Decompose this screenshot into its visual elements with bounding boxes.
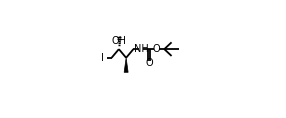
Text: OH: OH — [111, 36, 126, 46]
Text: O: O — [145, 58, 153, 68]
Text: O: O — [153, 44, 160, 54]
Text: NH: NH — [134, 44, 148, 54]
Text: I: I — [102, 53, 104, 63]
Polygon shape — [124, 58, 128, 72]
